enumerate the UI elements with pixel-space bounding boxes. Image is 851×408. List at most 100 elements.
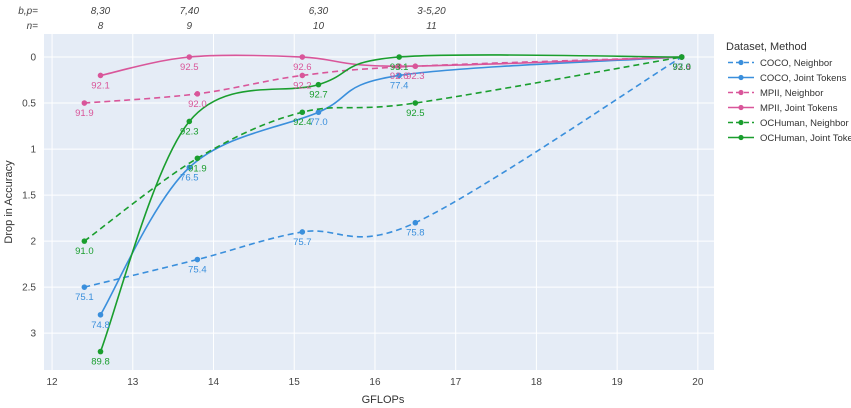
x-tick-label: 20 — [692, 377, 704, 388]
x-tick-label: 13 — [127, 377, 139, 388]
legend-item[interactable]: COCO, Joint Tokens — [728, 73, 847, 84]
legend-swatch-marker — [738, 89, 744, 96]
legend-item-label: COCO, Joint Tokens — [760, 73, 847, 84]
legend-item[interactable]: OCHuman, Joint Tokens — [728, 133, 851, 144]
data-label-ochuman-neighbor: 91.9 — [188, 163, 207, 174]
top-n-value: 10 — [313, 21, 325, 32]
legend-item-label: COCO, Neighbor — [760, 58, 832, 69]
data-labels: 75.1 75.4 75.7 75.8 77.6 74.8 76.5 77.0 77.4 91.9… — [75, 62, 691, 368]
data-point-ochuman-joint-tokens — [186, 118, 193, 125]
grid — [44, 34, 714, 370]
data-label-coco-joint-tokens: 77.0 — [309, 117, 328, 128]
x-axis-title: GFLOPs — [362, 394, 405, 406]
series-layer — [81, 54, 685, 355]
series-line-coco-neighbor — [84, 56, 683, 288]
x-tick-label: 12 — [47, 377, 59, 388]
data-label-ochuman-neighbor: 92.5 — [406, 108, 425, 119]
data-label-coco-joint-tokens: 74.8 — [91, 320, 110, 331]
data-point-ochuman-joint-tokens — [97, 348, 104, 355]
legend-swatch-marker — [738, 134, 744, 141]
data-label-coco-neighbor: 75.7 — [293, 237, 312, 248]
data-label-mpii-neighbor: 92.4 — [672, 62, 691, 73]
legend-item-label: MPII, Neighbor — [760, 88, 823, 99]
data-point-mpii-neighbor — [194, 91, 201, 97]
top-bp-value: 7,40 — [180, 6, 200, 17]
legend-item[interactable]: MPII, Neighbor — [728, 88, 823, 99]
data-label-ochuman-joint-tokens: 93.0 — [672, 62, 691, 73]
top-row1-label: b,p= — [18, 6, 38, 17]
y-tick-label: 2 — [30, 237, 36, 248]
x-tick-label: 14 — [208, 377, 220, 388]
top-annotation: b,p= n= 8,30 8 7,40 9 6,30 10 3-5,20 11 — [18, 6, 446, 32]
legend-title: Dataset, Method — [726, 41, 807, 53]
x-tick-label: 15 — [289, 377, 301, 388]
data-label-mpii-joint-tokens: 92.1 — [91, 80, 110, 91]
data-point-mpii-neighbor — [81, 100, 88, 106]
data-point-ochuman-neighbor — [412, 100, 419, 106]
data-label-coco-joint-tokens: 77.4 — [390, 80, 409, 91]
data-label-mpii-neighbor: 92.0 — [188, 99, 207, 110]
data-point-ochuman-neighbor — [81, 238, 88, 244]
data-point-coco-joint-tokens — [396, 72, 402, 79]
legend[interactable]: Dataset, Method COCO, Neighbor COCO, Joint… — [726, 41, 851, 144]
x-tick-label: 18 — [531, 377, 543, 388]
data-label-mpii-joint-tokens: 92.6 — [293, 62, 312, 73]
data-point-ochuman-joint-tokens — [315, 81, 322, 88]
plot-background — [44, 34, 714, 370]
data-point-ochuman-joint-tokens — [396, 54, 402, 60]
series-line-ochuman-neighbor — [83, 56, 682, 242]
data-point-coco-joint-tokens — [186, 164, 193, 171]
data-point-coco-joint-tokens — [315, 109, 322, 116]
data-point-mpii-joint-tokens — [97, 72, 104, 79]
legend-item[interactable]: OCHuman, Neighbor — [728, 118, 849, 129]
y-tick-label: 0.5 — [22, 99, 36, 110]
x-tick-label: 19 — [612, 377, 624, 388]
top-bp-value: 8,30 — [91, 6, 111, 17]
data-label-mpii-joint-tokens: 92.6 — [390, 71, 409, 82]
top-n-value: 9 — [187, 21, 193, 32]
legend-swatch-marker — [738, 104, 744, 111]
axes: 12 13 14 15 16 17 18 19 20 0 0.5 1 1.5 2 2.5 3 — [22, 53, 704, 388]
data-label-coco-joint-tokens: 76.5 — [180, 172, 199, 183]
x-tick-label: 17 — [450, 377, 462, 388]
data-point-coco-joint-tokens — [97, 311, 104, 318]
legend-swatch-marker — [738, 74, 744, 81]
legend-swatch-marker — [738, 59, 744, 66]
data-label-ochuman-neighbor: 92.4 — [293, 117, 312, 128]
legend-swatch-marker — [738, 119, 744, 126]
data-label-coco-neighbor: 75.4 — [188, 265, 207, 276]
top-bp-value: 6,30 — [309, 6, 329, 17]
data-point-mpii-joint-tokens — [186, 54, 193, 60]
data-point-mpii-joint-tokens — [396, 63, 402, 70]
legend-item[interactable]: COCO, Neighbor — [728, 58, 832, 69]
data-point-coco-neighbor — [81, 284, 88, 290]
data-label-mpii-neighbor: 92.2 — [293, 80, 312, 91]
data-point-mpii-joint-tokens — [299, 54, 306, 60]
legend-item-label: OCHuman, Neighbor — [760, 118, 849, 129]
legend-item[interactable]: MPII, Joint Tokens — [728, 103, 838, 114]
data-label-ochuman-joint-tokens: 92.7 — [309, 90, 328, 101]
data-label-coco-neighbor: 77.6 — [672, 62, 691, 73]
top-n-value: 8 — [98, 21, 104, 32]
data-point-ochuman-neighbor — [299, 109, 306, 116]
legend-item-label: MPII, Joint Tokens — [760, 103, 838, 114]
y-tick-label: 0 — [30, 53, 36, 64]
y-tick-label: 1.5 — [22, 191, 36, 202]
top-row2-label: n= — [27, 21, 39, 32]
data-label-ochuman-neighbor: 91.0 — [75, 246, 94, 257]
data-label-ochuman-joint-tokens: 93.1 — [390, 62, 409, 73]
data-label-mpii-neighbor: 92.3 — [406, 71, 425, 82]
y-tick-label: 1 — [30, 145, 36, 156]
data-point-coco-neighbor — [412, 219, 419, 226]
data-point-coco-neighbor — [194, 256, 201, 263]
x-tick-label: 16 — [369, 377, 381, 388]
data-label-mpii-neighbor: 91.9 — [75, 108, 94, 119]
data-label-coco-neighbor: 75.8 — [406, 228, 425, 239]
y-axis-title: Drop in Accuracy — [3, 160, 15, 244]
data-label-ochuman-joint-tokens: 89.8 — [91, 357, 110, 368]
data-point-coco-neighbor — [299, 229, 306, 235]
data-point-ochuman-neighbor — [194, 155, 201, 162]
legend-item-label: OCHuman, Joint Tokens — [760, 133, 851, 144]
data-point-ochuman-joint-tokens — [678, 54, 685, 60]
